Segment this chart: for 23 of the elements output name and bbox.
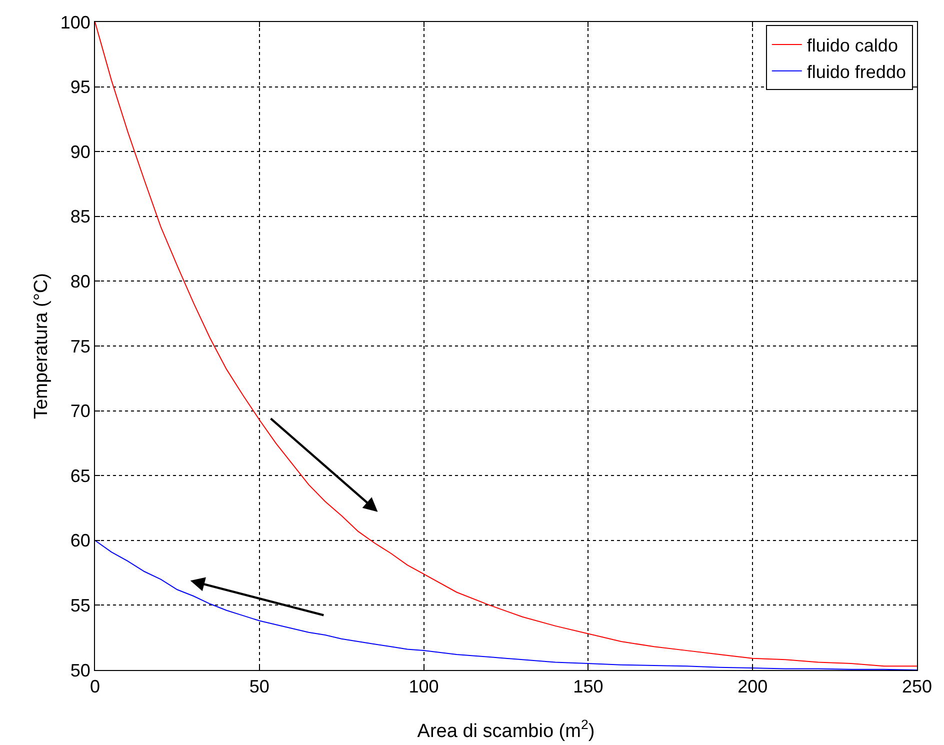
y-tick-label: 90 <box>70 142 90 162</box>
y-tick-label: 100 <box>60 12 90 32</box>
y-axis-title: Temperatura (°C) <box>31 273 52 419</box>
legend-label: fluido caldo <box>806 35 898 56</box>
y-tick-label: 85 <box>70 206 90 227</box>
y-tick-label: 80 <box>70 272 90 292</box>
x-tick-label: 50 <box>249 676 270 697</box>
legend-label: fluido freddo <box>806 62 906 82</box>
line-series <box>95 540 917 670</box>
y-tick-label: 60 <box>70 530 90 551</box>
y-tick-label: 65 <box>70 466 90 486</box>
x-tick-label: 0 <box>90 676 100 697</box>
x-tick-label: 250 <box>902 676 932 697</box>
x-tick-label: 200 <box>738 676 768 697</box>
y-tick-label: 95 <box>70 77 90 98</box>
x-tick-label: 100 <box>408 676 439 697</box>
x-tick-label: 150 <box>573 676 604 697</box>
y-tick-label: 55 <box>70 596 90 616</box>
y-tick-label: 70 <box>70 401 90 422</box>
y-tick-label: 75 <box>70 336 90 356</box>
x-axis-title: Area di scambio (m$^{2}$) <box>417 717 595 742</box>
line-series <box>95 22 917 667</box>
y-tick-label: 50 <box>70 660 90 680</box>
